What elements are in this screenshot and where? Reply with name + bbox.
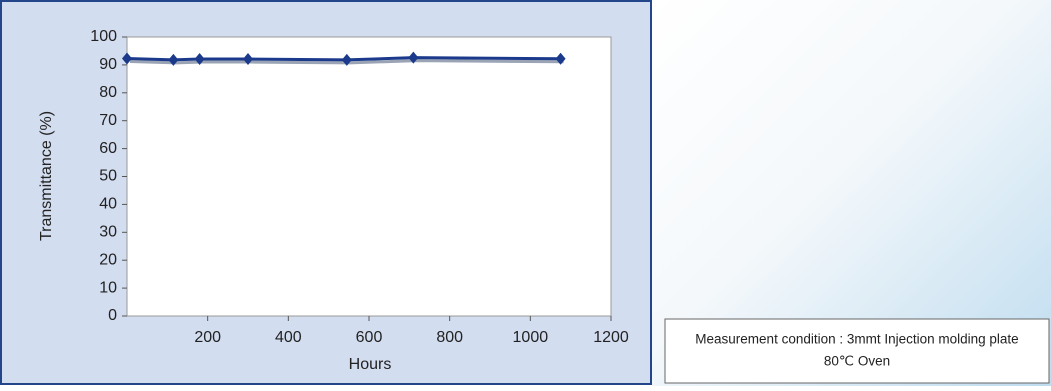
y-tick-label: 80	[99, 84, 117, 101]
y-tick-label: 10	[99, 279, 117, 296]
x-axis-label: Hours	[349, 356, 392, 373]
note-line: 80℃ Oven	[824, 354, 890, 369]
y-tick-label: 50	[99, 168, 117, 185]
x-tick-label: 400	[275, 329, 302, 346]
x-tick-label: 600	[356, 329, 383, 346]
y-tick-label: 40	[99, 196, 117, 213]
x-tick-label: 1000	[513, 329, 549, 346]
x-tick-label: 200	[194, 329, 221, 346]
x-tick-label: 1200	[593, 329, 629, 346]
y-tick-label: 100	[90, 28, 117, 45]
y-tick-label: 60	[99, 140, 117, 157]
note-box	[665, 319, 1049, 383]
x-tick-label: 800	[436, 329, 463, 346]
y-axis-label: Transmittance (%)	[38, 111, 55, 241]
note-line: Measurement condition : 3mmt Injection m…	[695, 332, 1018, 347]
y-tick-label: 90	[99, 56, 117, 73]
y-tick-label: 20	[99, 251, 117, 268]
y-tick-label: 30	[99, 224, 117, 241]
page: Transmittance (%) Hours Measurement cond…	[0, 0, 1051, 386]
y-tick-label: 70	[99, 112, 117, 129]
y-tick-label: 0	[108, 307, 117, 324]
plot-area	[127, 37, 611, 316]
